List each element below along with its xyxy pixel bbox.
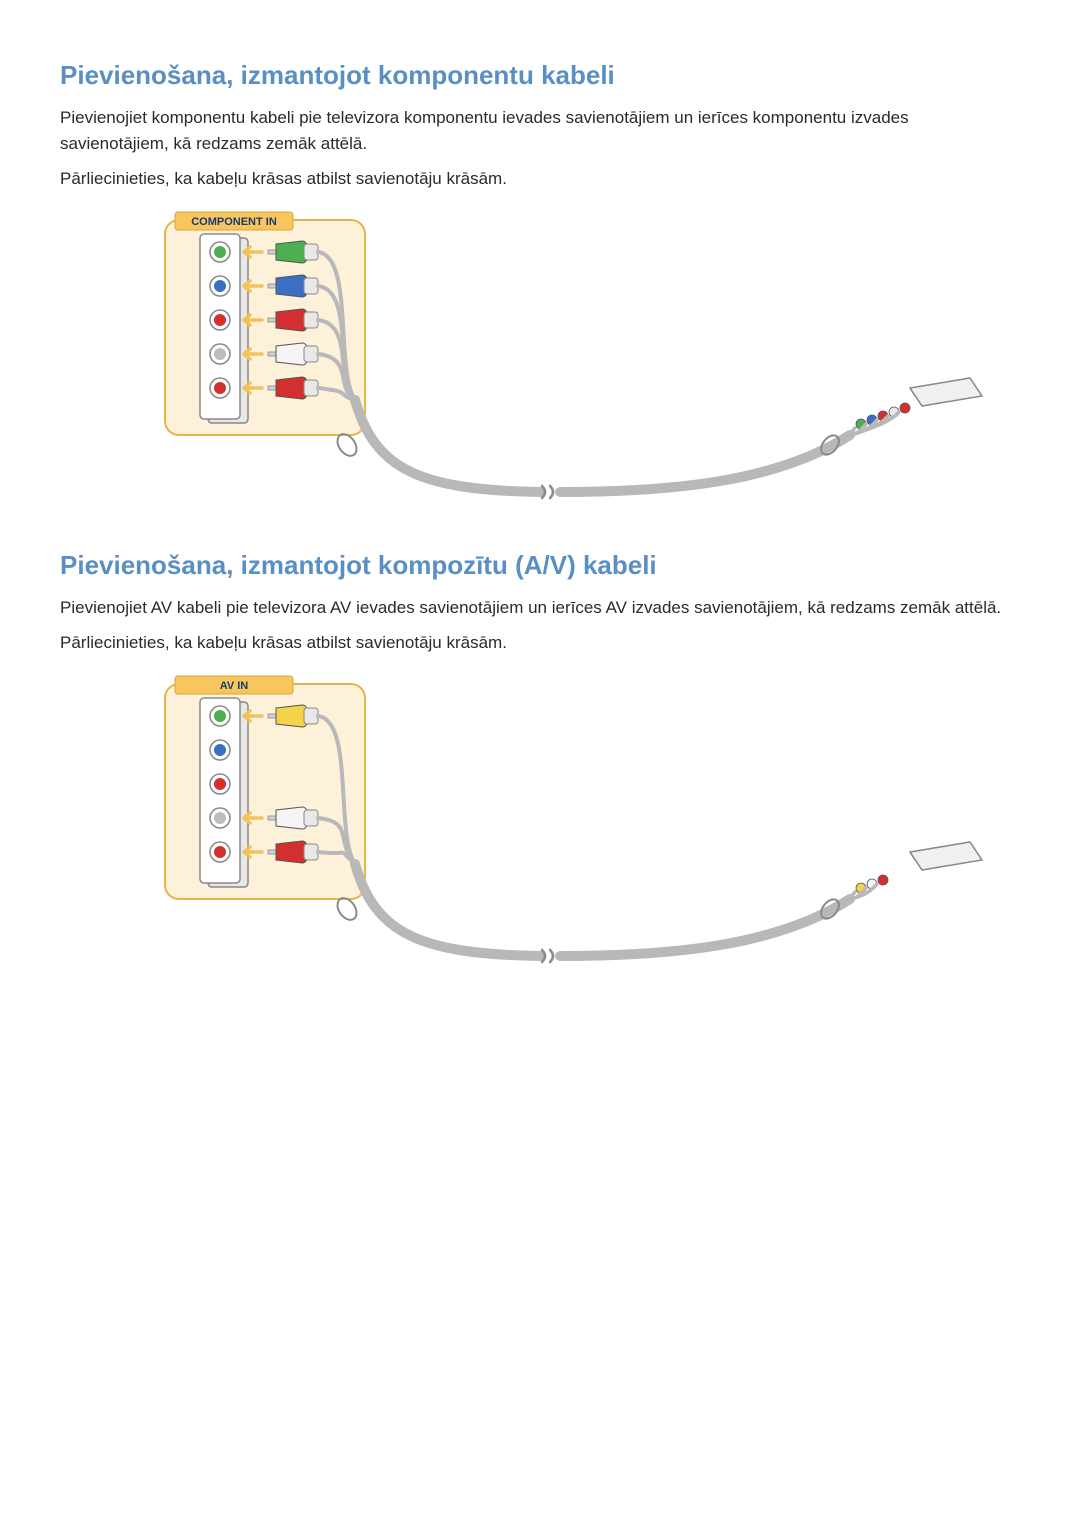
- section-component: Pievienošana, izmantojot komponentu kabe…: [60, 60, 1020, 510]
- para-av-2: Pārliecinieties, ka kabeļu krāsas atbils…: [60, 630, 1020, 656]
- svg-text:AV IN: AV IN: [220, 680, 249, 692]
- svg-text:COMPONENT IN: COMPONENT IN: [191, 216, 277, 228]
- section-av: Pievienošana, izmantojot kompozītu (A/V)…: [60, 550, 1020, 974]
- para-av-1: Pievienojiet AV kabeli pie televizora AV…: [60, 595, 1020, 621]
- diagram-av: AV IN: [60, 674, 1020, 974]
- para-component-1: Pievienojiet komponentu kabeli pie telev…: [60, 105, 1020, 156]
- heading-av: Pievienošana, izmantojot kompozītu (A/V)…: [60, 550, 1020, 581]
- diagram-component: COMPONENT IN: [60, 210, 1020, 510]
- heading-component: Pievienošana, izmantojot komponentu kabe…: [60, 60, 1020, 91]
- para-component-2: Pārliecinieties, ka kabeļu krāsas atbils…: [60, 166, 1020, 192]
